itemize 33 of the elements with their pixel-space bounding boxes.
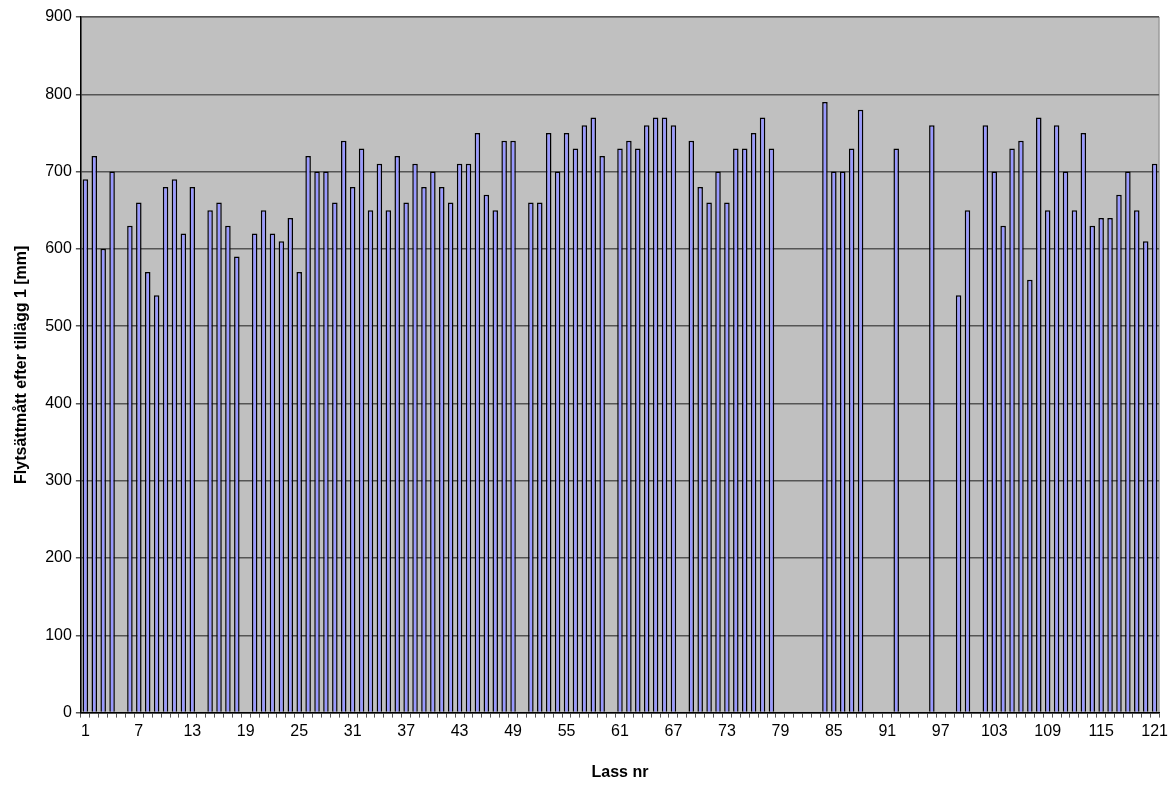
x-tick-label: 79 (771, 721, 790, 739)
x-tick-label: 97 (931, 721, 950, 739)
y-tick-label: 800 (45, 84, 72, 102)
x-tick-label: 91 (878, 721, 897, 739)
y-axis-title: Flytsättmått efter tillägg 1 [mm] (12, 245, 30, 484)
y-tick-label: 500 (45, 316, 72, 334)
x-tick-label: 31 (343, 721, 362, 739)
y-tick-label: 0 (62, 703, 72, 721)
x-tick-label: 37 (397, 721, 416, 739)
y-tick-label: 200 (45, 548, 72, 566)
x-tick-label: 67 (664, 721, 683, 739)
x-tick-label: 49 (504, 721, 523, 739)
x-tick-label: 55 (557, 721, 576, 739)
y-tick-label: 400 (45, 393, 72, 411)
x-tick-label: 13 (183, 721, 202, 739)
x-axis-title: Lass nr (591, 762, 649, 780)
y-tick-label: 300 (45, 471, 72, 489)
y-tick-label: 600 (45, 239, 72, 257)
x-tick-label: 109 (1034, 721, 1062, 739)
y-tick-label: 100 (45, 625, 72, 643)
x-tick-label: 61 (611, 721, 629, 739)
x-tick-label: 7 (134, 721, 144, 739)
x-tick-label: 25 (290, 721, 309, 739)
y-tick-label: 900 (45, 7, 72, 25)
x-tick-label: 115 (1088, 721, 1114, 739)
x-tick-label: 1 (80, 721, 90, 739)
x-tick-label: 43 (450, 721, 469, 739)
x-tick-label: 19 (236, 721, 255, 739)
x-tick-label: 121 (1141, 721, 1169, 739)
x-tick-label: 103 (980, 721, 1008, 739)
x-tick-label: 73 (718, 721, 736, 739)
y-tick-label: 700 (45, 161, 72, 179)
x-tick-label: 85 (824, 721, 843, 739)
